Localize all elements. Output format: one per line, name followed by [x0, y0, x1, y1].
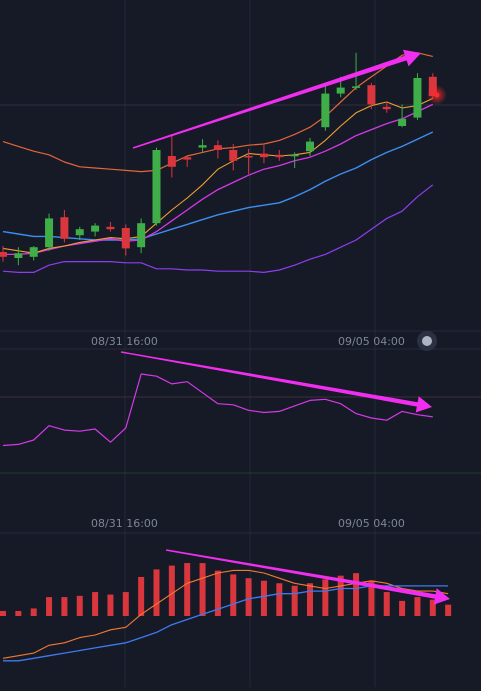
trend-annotations: [120, 49, 450, 605]
candle-body: [106, 226, 115, 230]
candle-body: [336, 87, 345, 94]
volume-bar: [322, 579, 329, 616]
volume-bar: [184, 563, 191, 616]
candle-body: [352, 86, 361, 88]
volume-bar: [15, 610, 22, 616]
candle-body: [229, 150, 238, 161]
time-axis-label: 09/05 04:00: [338, 335, 405, 348]
candle-body: [137, 223, 146, 248]
volume-bar: [337, 575, 344, 616]
candle-body: [0, 252, 7, 257]
volume-bar: [61, 597, 68, 616]
time-axis-label: 09/05 04:00: [338, 517, 405, 530]
volume-bar: [414, 597, 421, 616]
ma-fast-line: [2, 97, 434, 254]
volume-bar: [276, 583, 283, 616]
volume-bar: [291, 585, 298, 616]
candle-body: [275, 154, 284, 158]
volume-panel: [0, 563, 452, 662]
volume-bar: [168, 565, 175, 616]
candle-body: [213, 145, 222, 150]
trend-arrow-price: [132, 49, 422, 149]
volume-bar: [0, 610, 6, 616]
settings-dot-icon: [422, 336, 432, 346]
candle-body: [321, 93, 330, 128]
volume-ma-fast-line: [2, 569, 449, 659]
volume-bar: [399, 600, 406, 616]
ma-slow-line: [2, 131, 434, 241]
trend-arrow-volume: [165, 549, 450, 605]
volume-bar: [353, 573, 360, 616]
price-panel: [0, 52, 447, 273]
volume-bar: [122, 592, 129, 616]
volume-bar: [260, 580, 267, 616]
candle-body: [382, 106, 391, 110]
bollinger-lower-line: [2, 184, 434, 273]
candle-body: [290, 154, 299, 157]
volume-bar: [429, 599, 436, 616]
candle-body: [198, 145, 207, 148]
ma-mid-line: [3, 103, 434, 256]
candle-body: [398, 118, 407, 126]
candle-body: [45, 218, 54, 248]
volume-bar: [368, 580, 375, 616]
candle-body: [60, 217, 69, 239]
candle-body: [244, 156, 253, 158]
volume-bar: [153, 569, 160, 616]
candle-body: [306, 141, 314, 152]
candle-body: [183, 157, 192, 160]
volume-bar: [107, 594, 114, 616]
candle-body: [152, 150, 161, 224]
volume-bar: [76, 595, 83, 616]
oscillator-panel: [2, 373, 433, 447]
candle-body: [367, 85, 376, 105]
volume-ma-slow-line: [3, 585, 449, 662]
candle-body: [121, 228, 130, 249]
volume-bar: [214, 570, 221, 616]
last-price-marker: [434, 92, 440, 98]
candle-body: [29, 247, 38, 257]
volume-bar: [92, 592, 99, 616]
volume-bar: [46, 597, 53, 616]
volume-bar: [30, 608, 37, 616]
volume-bar: [383, 592, 390, 616]
volume-bar: [199, 563, 206, 616]
volume-bar: [138, 576, 145, 616]
chart-settings-button[interactable]: [417, 331, 437, 351]
volume-bar: [445, 604, 452, 616]
candle-body: [259, 153, 268, 158]
volume-bar: [307, 583, 313, 616]
trend-arrow-oscillator: [120, 351, 433, 413]
candle-body: [167, 156, 176, 167]
volume-bar: [230, 574, 237, 616]
volume-bar: [245, 578, 252, 616]
candle-body: [91, 225, 100, 232]
time-axis-label: 08/31 16:00: [91, 335, 158, 348]
candle-body: [413, 78, 422, 118]
time-axis-label: 08/31 16:00: [91, 517, 158, 530]
oscillator-line: [2, 373, 433, 447]
candle-body: [14, 253, 23, 258]
candle-body: [75, 229, 84, 236]
